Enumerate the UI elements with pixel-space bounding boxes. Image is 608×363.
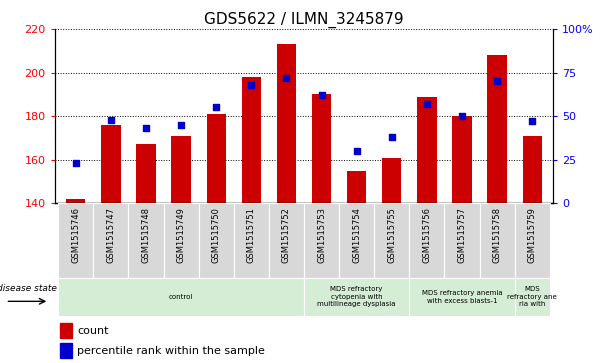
- Bar: [102, 125, 120, 203]
- Bar: [94, 203, 128, 278]
- Bar: [136, 144, 156, 203]
- Bar: [277, 44, 296, 203]
- Bar: [409, 278, 514, 316]
- Text: GSM1515754: GSM1515754: [352, 207, 361, 263]
- Bar: [60, 343, 72, 358]
- Bar: [312, 94, 331, 203]
- Point: [176, 122, 186, 128]
- Text: MDS refractory anemia
with excess blasts-1: MDS refractory anemia with excess blasts…: [422, 290, 502, 303]
- Text: GSM1515747: GSM1515747: [106, 207, 116, 263]
- Bar: [164, 203, 199, 278]
- Text: GSM1515753: GSM1515753: [317, 207, 326, 263]
- Bar: [488, 55, 506, 203]
- Point: [141, 126, 151, 131]
- Text: GSM1515752: GSM1515752: [282, 207, 291, 263]
- Bar: [347, 171, 366, 203]
- Bar: [480, 203, 514, 278]
- Bar: [241, 77, 261, 203]
- Bar: [417, 97, 437, 203]
- Point: [282, 75, 291, 81]
- Text: GSM1515749: GSM1515749: [176, 207, 185, 263]
- Bar: [514, 278, 550, 316]
- Text: GSM1515750: GSM1515750: [212, 207, 221, 263]
- Bar: [522, 136, 542, 203]
- Text: disease state: disease state: [0, 284, 57, 293]
- Text: GSM1515755: GSM1515755: [387, 207, 396, 263]
- Bar: [304, 278, 409, 316]
- Text: percentile rank within the sample: percentile rank within the sample: [77, 346, 265, 356]
- Bar: [234, 203, 269, 278]
- Text: MDS refractory
cytopenia with
multilineage dysplasia: MDS refractory cytopenia with multilinea…: [317, 286, 396, 307]
- Bar: [171, 136, 191, 203]
- Text: GSM1515756: GSM1515756: [423, 207, 432, 263]
- Bar: [269, 203, 304, 278]
- Point: [317, 92, 326, 98]
- Bar: [60, 323, 72, 338]
- Point: [71, 160, 81, 166]
- Point: [457, 113, 467, 119]
- Text: GSM1515758: GSM1515758: [492, 207, 502, 263]
- Bar: [382, 158, 401, 203]
- Point: [387, 134, 396, 140]
- Point: [352, 148, 362, 154]
- Text: GSM1515746: GSM1515746: [71, 207, 80, 263]
- Bar: [207, 114, 226, 203]
- Title: GDS5622 / ILMN_3245879: GDS5622 / ILMN_3245879: [204, 12, 404, 28]
- Bar: [339, 203, 374, 278]
- Bar: [58, 203, 94, 278]
- Text: GSM1515751: GSM1515751: [247, 207, 256, 263]
- Text: GSM1515748: GSM1515748: [142, 207, 151, 263]
- Bar: [58, 278, 304, 316]
- Point: [422, 101, 432, 107]
- Bar: [514, 203, 550, 278]
- Point: [492, 78, 502, 84]
- Text: GSM1515757: GSM1515757: [457, 207, 466, 263]
- Bar: [128, 203, 164, 278]
- Text: count: count: [77, 326, 109, 336]
- Bar: [409, 203, 444, 278]
- Point: [212, 105, 221, 110]
- Point: [106, 117, 116, 123]
- Point: [527, 118, 537, 124]
- Bar: [199, 203, 234, 278]
- Bar: [452, 116, 472, 203]
- Point: [246, 82, 256, 88]
- Bar: [374, 203, 409, 278]
- Bar: [66, 199, 86, 203]
- Bar: [304, 203, 339, 278]
- Text: control: control: [169, 294, 193, 300]
- Text: GSM1515759: GSM1515759: [528, 207, 537, 263]
- Text: MDS
refractory ane
ria with: MDS refractory ane ria with: [507, 286, 557, 307]
- Bar: [444, 203, 480, 278]
